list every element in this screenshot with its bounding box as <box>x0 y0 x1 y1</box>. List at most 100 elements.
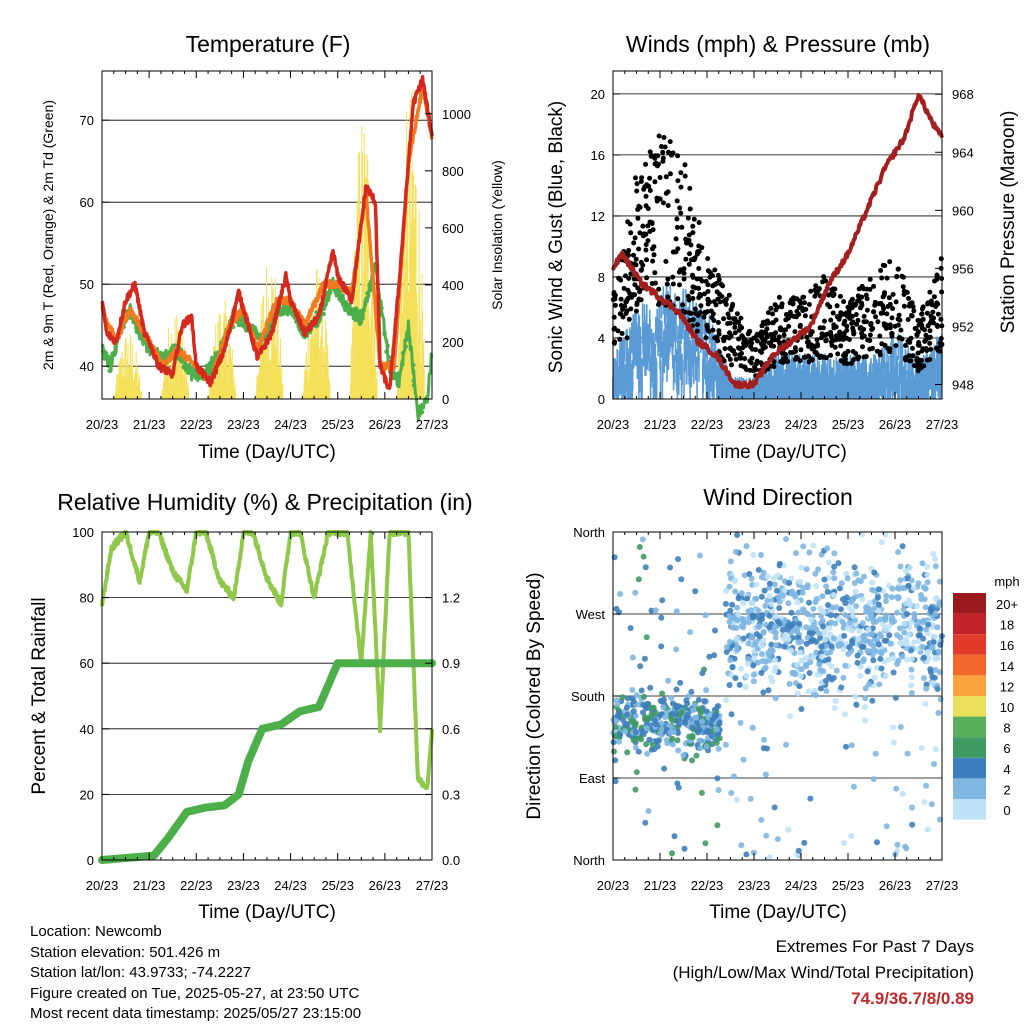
gust-point <box>816 286 822 292</box>
gust-point <box>867 346 873 352</box>
gust-point <box>786 313 792 319</box>
wind-direction-ylabel: Direction (Colored By Speed) <box>524 572 545 819</box>
direction-point <box>894 841 901 848</box>
gust-point <box>768 343 774 349</box>
colorbar-label: 18 <box>1000 618 1014 633</box>
gust-point <box>734 311 740 317</box>
gust-point <box>680 302 686 308</box>
gust-point <box>677 282 682 288</box>
direction-point <box>724 644 730 650</box>
direction-point <box>743 543 750 550</box>
x-tick-label: 27/23 <box>416 878 449 893</box>
direction-point <box>890 669 897 676</box>
direction-point <box>894 609 901 616</box>
gust-point <box>726 292 732 298</box>
direction-point <box>637 734 644 741</box>
gust-point <box>808 288 814 294</box>
direction-point <box>806 599 812 606</box>
direction-point <box>662 714 669 721</box>
gust-point <box>861 286 867 292</box>
direction-point <box>878 665 885 672</box>
direction-point <box>742 684 749 690</box>
y2-tick-label: 0.9 <box>442 656 460 671</box>
direction-point <box>632 589 639 596</box>
direction-point <box>805 688 812 695</box>
direction-point <box>810 605 817 612</box>
direction-point <box>643 634 650 641</box>
direction-point <box>632 721 639 728</box>
direction-point <box>886 623 893 630</box>
direction-point <box>695 696 702 703</box>
direction-point <box>638 687 645 694</box>
gust-point <box>732 316 738 322</box>
direction-point <box>750 678 757 685</box>
direction-point <box>889 585 896 592</box>
gust-point <box>830 286 836 292</box>
gust-point <box>665 276 671 282</box>
direction-point <box>771 581 778 588</box>
gust-point <box>656 133 662 139</box>
direction-point <box>740 624 747 631</box>
gust-point <box>714 289 720 295</box>
gust-point <box>635 215 641 221</box>
y2-tick-label: 1000 <box>442 107 471 122</box>
direction-point <box>696 552 703 559</box>
direction-point <box>635 576 642 583</box>
direction-point <box>924 571 931 578</box>
gust-point <box>712 281 718 287</box>
direction-point <box>659 726 665 733</box>
gust-point <box>790 313 796 319</box>
direction-point <box>743 851 750 858</box>
direction-point <box>652 607 659 614</box>
gust-point <box>647 188 653 193</box>
direction-point <box>899 653 906 660</box>
direction-point <box>788 609 795 616</box>
direction-point <box>840 646 847 653</box>
direction-point <box>905 582 912 589</box>
direction-point <box>689 734 696 741</box>
gust-point <box>762 344 768 350</box>
direction-point <box>929 605 936 612</box>
y2-tick-label: 800 <box>442 164 464 179</box>
direction-point <box>932 563 939 570</box>
gust-point <box>705 256 711 262</box>
gust-point <box>665 203 671 208</box>
gust-point <box>687 251 692 257</box>
direction-point <box>919 643 926 650</box>
gust-point <box>634 188 640 194</box>
direction-point <box>644 750 651 757</box>
direction-point <box>693 714 700 721</box>
series-9m-t <box>100 82 434 387</box>
gust-point <box>751 368 757 374</box>
direction-point <box>852 588 859 595</box>
direction-point <box>915 580 922 587</box>
colorbar-label: 6 <box>1003 741 1010 756</box>
direction-point <box>810 542 817 549</box>
direction-point <box>808 616 815 623</box>
direction-point <box>931 633 938 640</box>
gust-point <box>739 350 744 356</box>
direction-point <box>612 778 619 785</box>
gust-point <box>732 324 738 330</box>
x-tick-label: 20/23 <box>597 878 630 893</box>
direction-point <box>750 551 757 558</box>
gust-point <box>633 262 639 268</box>
gust-point <box>877 333 883 339</box>
gust-point <box>914 332 920 338</box>
gust-point <box>934 322 940 328</box>
dewpoint-point <box>365 291 370 296</box>
latlon-text: Station lat/lon: 43.9733; -74.2227 <box>30 964 252 981</box>
direction-point <box>675 747 682 754</box>
dewpoint-point <box>419 409 425 415</box>
gust-point <box>664 281 670 287</box>
direction-point <box>629 654 636 661</box>
direction-point <box>833 604 840 611</box>
direction-point <box>736 681 743 688</box>
gust-point <box>618 302 624 308</box>
direction-point <box>722 741 729 748</box>
direction-point <box>863 604 870 611</box>
winds-series <box>610 92 945 399</box>
gust-point <box>861 326 867 332</box>
gust-point <box>644 275 650 281</box>
gust-point <box>744 367 749 373</box>
